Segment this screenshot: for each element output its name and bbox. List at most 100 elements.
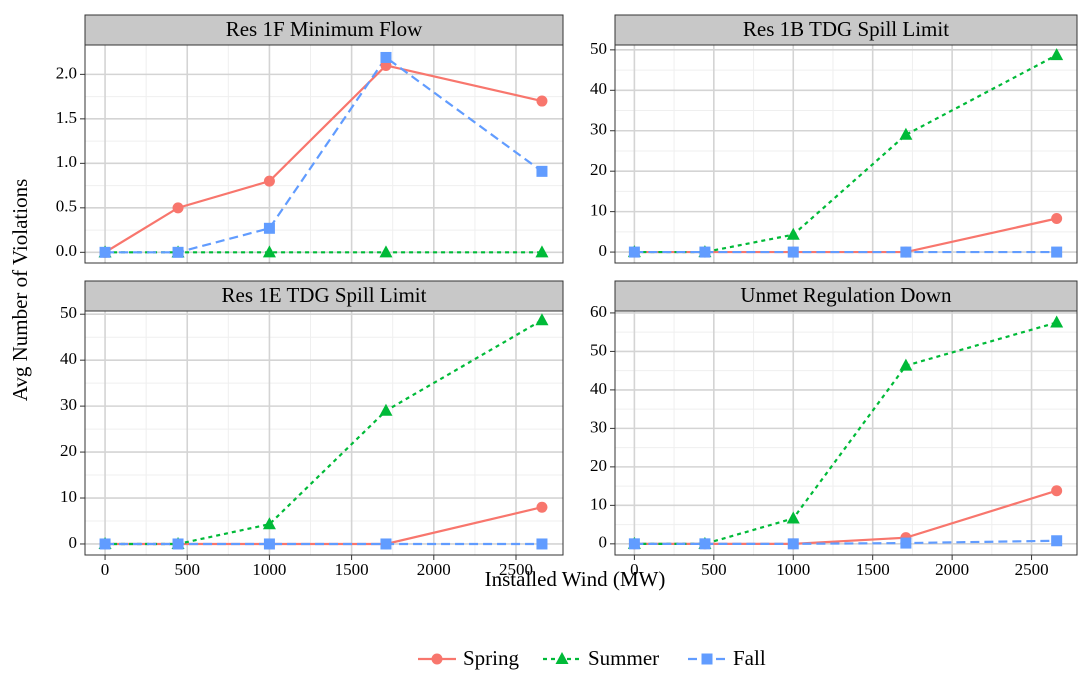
point xyxy=(1051,213,1063,225)
panel-title: Res 1F Minimum Flow xyxy=(226,17,423,41)
y-tick-label: 0 xyxy=(69,533,78,552)
panel-title: Unmet Regulation Down xyxy=(740,283,952,307)
y-tick-label: 30 xyxy=(590,120,607,139)
x-tick-label: 500 xyxy=(701,560,727,579)
x-tick-label: 2500 xyxy=(499,560,533,579)
panel-border xyxy=(614,44,1078,264)
point xyxy=(99,246,111,258)
y-tick-label: 1.0 xyxy=(56,152,77,171)
series-line xyxy=(105,506,543,546)
x-tick-label: 2000 xyxy=(417,560,451,579)
y-tick-label: 50 xyxy=(590,340,607,359)
point xyxy=(380,51,392,63)
point xyxy=(628,246,640,258)
point xyxy=(900,537,912,549)
point xyxy=(263,175,275,187)
y-tick-label: 0.5 xyxy=(56,197,77,216)
panel-title: Res 1E TDG Spill Limit xyxy=(222,283,427,307)
point xyxy=(787,538,799,550)
point xyxy=(262,245,276,258)
y-tick-label: 30 xyxy=(60,395,77,414)
point xyxy=(1051,246,1063,258)
point xyxy=(536,165,548,177)
panel-border xyxy=(614,310,1078,556)
point xyxy=(172,202,184,214)
point xyxy=(900,246,912,258)
y-tick-label: 0 xyxy=(599,241,608,260)
x-tick-label: 0 xyxy=(630,560,639,579)
point xyxy=(380,538,392,550)
point xyxy=(536,538,548,550)
x-tick-label: 1500 xyxy=(856,560,890,579)
point xyxy=(535,313,549,326)
x-axis-label: Installed Wind (MW) xyxy=(485,567,666,591)
x-tick-label: 0 xyxy=(101,560,110,579)
series-line xyxy=(104,64,543,254)
point xyxy=(535,245,549,258)
point xyxy=(379,403,393,416)
legend-label: Spring xyxy=(463,646,520,670)
x-tick-label: 1000 xyxy=(776,560,810,579)
strip xyxy=(84,280,564,312)
y-tick-label: 2.0 xyxy=(56,63,77,82)
point xyxy=(1050,48,1064,61)
y-tick-label: 10 xyxy=(590,494,607,513)
point xyxy=(787,246,799,258)
legend-marker xyxy=(555,652,569,664)
series-line xyxy=(105,319,543,546)
point xyxy=(699,538,711,550)
x-tick-label: 1000 xyxy=(252,560,286,579)
point xyxy=(536,95,548,107)
x-tick-label: 500 xyxy=(174,560,200,579)
y-tick-label: 20 xyxy=(590,456,607,475)
point xyxy=(1050,315,1064,328)
legend-marker xyxy=(701,653,713,665)
x-tick-label: 2000 xyxy=(935,560,969,579)
x-tick-label: 1500 xyxy=(335,560,369,579)
y-tick-label: 10 xyxy=(60,487,77,506)
point xyxy=(263,222,275,234)
panel-border xyxy=(84,310,564,556)
strip xyxy=(614,14,1078,46)
point xyxy=(899,358,913,371)
series-line xyxy=(634,489,1057,545)
y-tick-label: 50 xyxy=(60,303,77,322)
point xyxy=(1051,535,1063,547)
y-tick-label: 0 xyxy=(599,533,608,552)
panel-border xyxy=(84,44,564,264)
y-tick-label: 20 xyxy=(60,441,77,460)
y-tick-label: 10 xyxy=(590,201,607,220)
point xyxy=(172,538,184,550)
series-line xyxy=(634,54,1058,254)
y-tick-label: 40 xyxy=(60,349,77,368)
point xyxy=(786,511,800,524)
y-tick-label: 60 xyxy=(590,302,607,321)
legend-label: Summer xyxy=(588,646,659,670)
panel-title: Res 1B TDG Spill Limit xyxy=(743,17,949,41)
legend-label: Fall xyxy=(733,646,766,670)
point xyxy=(786,227,800,240)
series-line xyxy=(634,217,1057,254)
point xyxy=(263,538,275,550)
y-tick-label: 40 xyxy=(590,379,607,398)
point xyxy=(379,245,393,258)
y-tick-label: 50 xyxy=(590,39,607,58)
point xyxy=(262,517,276,530)
y-tick-label: 1.5 xyxy=(56,108,77,127)
point xyxy=(1051,485,1063,497)
y-axis-label: Avg Number of Violations xyxy=(8,179,32,402)
point xyxy=(628,538,640,550)
x-tick-label: 2500 xyxy=(1015,560,1049,579)
point xyxy=(99,538,111,550)
series-line xyxy=(105,55,543,254)
y-tick-label: 30 xyxy=(590,417,607,436)
point xyxy=(699,246,711,258)
point xyxy=(172,246,184,258)
point xyxy=(536,501,548,513)
y-tick-label: 40 xyxy=(590,79,607,98)
legend-marker xyxy=(431,653,443,665)
point xyxy=(899,127,913,140)
strip xyxy=(84,14,564,46)
y-tick-label: 20 xyxy=(590,160,607,179)
